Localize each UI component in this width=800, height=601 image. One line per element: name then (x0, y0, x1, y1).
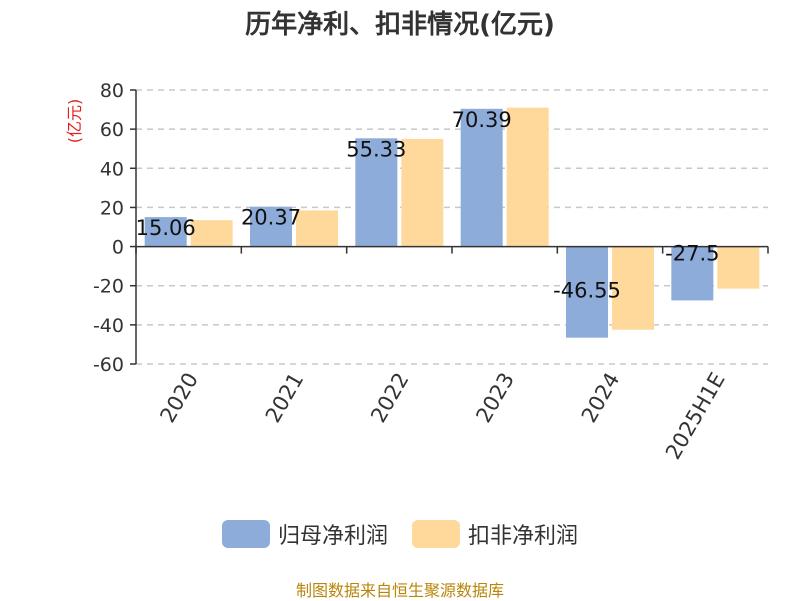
data-label: -46.55 (553, 279, 621, 303)
x-tick-label: 2025H1E (661, 369, 730, 464)
y-tick-label: -40 (93, 315, 124, 337)
bar-series-2 (612, 246, 654, 330)
bar-series-2 (190, 220, 233, 247)
y-tick-label: 40 (100, 158, 124, 180)
legend: 归母净利润 扣非净利润 (0, 518, 800, 550)
bar-series-2 (401, 138, 444, 247)
chart-title: 历年净利、扣非情况(亿元) (245, 10, 555, 40)
bar-series-1 (671, 246, 714, 301)
data-label: 55.33 (346, 137, 406, 161)
x-tick-label: 2021 (261, 369, 309, 427)
y-tick-label: 20 (100, 197, 124, 219)
bar-series-1 (144, 217, 187, 247)
bar-series-1 (250, 206, 292, 247)
legend-label: 扣非净利润 (468, 524, 579, 549)
legend-item-series-2[interactable]: 扣非净利润 (412, 518, 578, 550)
x-tick-label: 2020 (155, 369, 203, 427)
x-tick-label: 2022 (366, 369, 414, 427)
legend-swatch (221, 520, 270, 548)
data-label: 20.37 (241, 206, 301, 230)
y-tick-label: -20 (93, 276, 124, 298)
y-tick-label: 80 (100, 80, 124, 102)
y-tick-label: -60 (93, 354, 124, 376)
x-tick-label: 2024 (577, 369, 625, 427)
legend-swatch (412, 520, 460, 548)
data-label: -27.5 (665, 241, 719, 265)
bar-series-1 (355, 138, 398, 247)
y-tick-label: 60 (100, 119, 124, 141)
legend-label: 归母净利润 (277, 524, 388, 549)
data-label: 15.06 (136, 216, 196, 240)
bar-series-2 (717, 246, 760, 289)
legend-item-series-1[interactable]: 归母净利润 (221, 518, 388, 550)
x-tick-label: 2023 (471, 369, 519, 427)
bar-series-2 (506, 107, 549, 247)
bar-series-1 (460, 108, 503, 247)
data-source-note: 制图数据来自恒生聚源数据库 (295, 581, 504, 600)
bar-series-2 (296, 210, 338, 247)
data-label: 70.39 (452, 108, 512, 132)
y-tick-label: 0 (112, 237, 124, 259)
bar-series-1 (566, 246, 608, 338)
